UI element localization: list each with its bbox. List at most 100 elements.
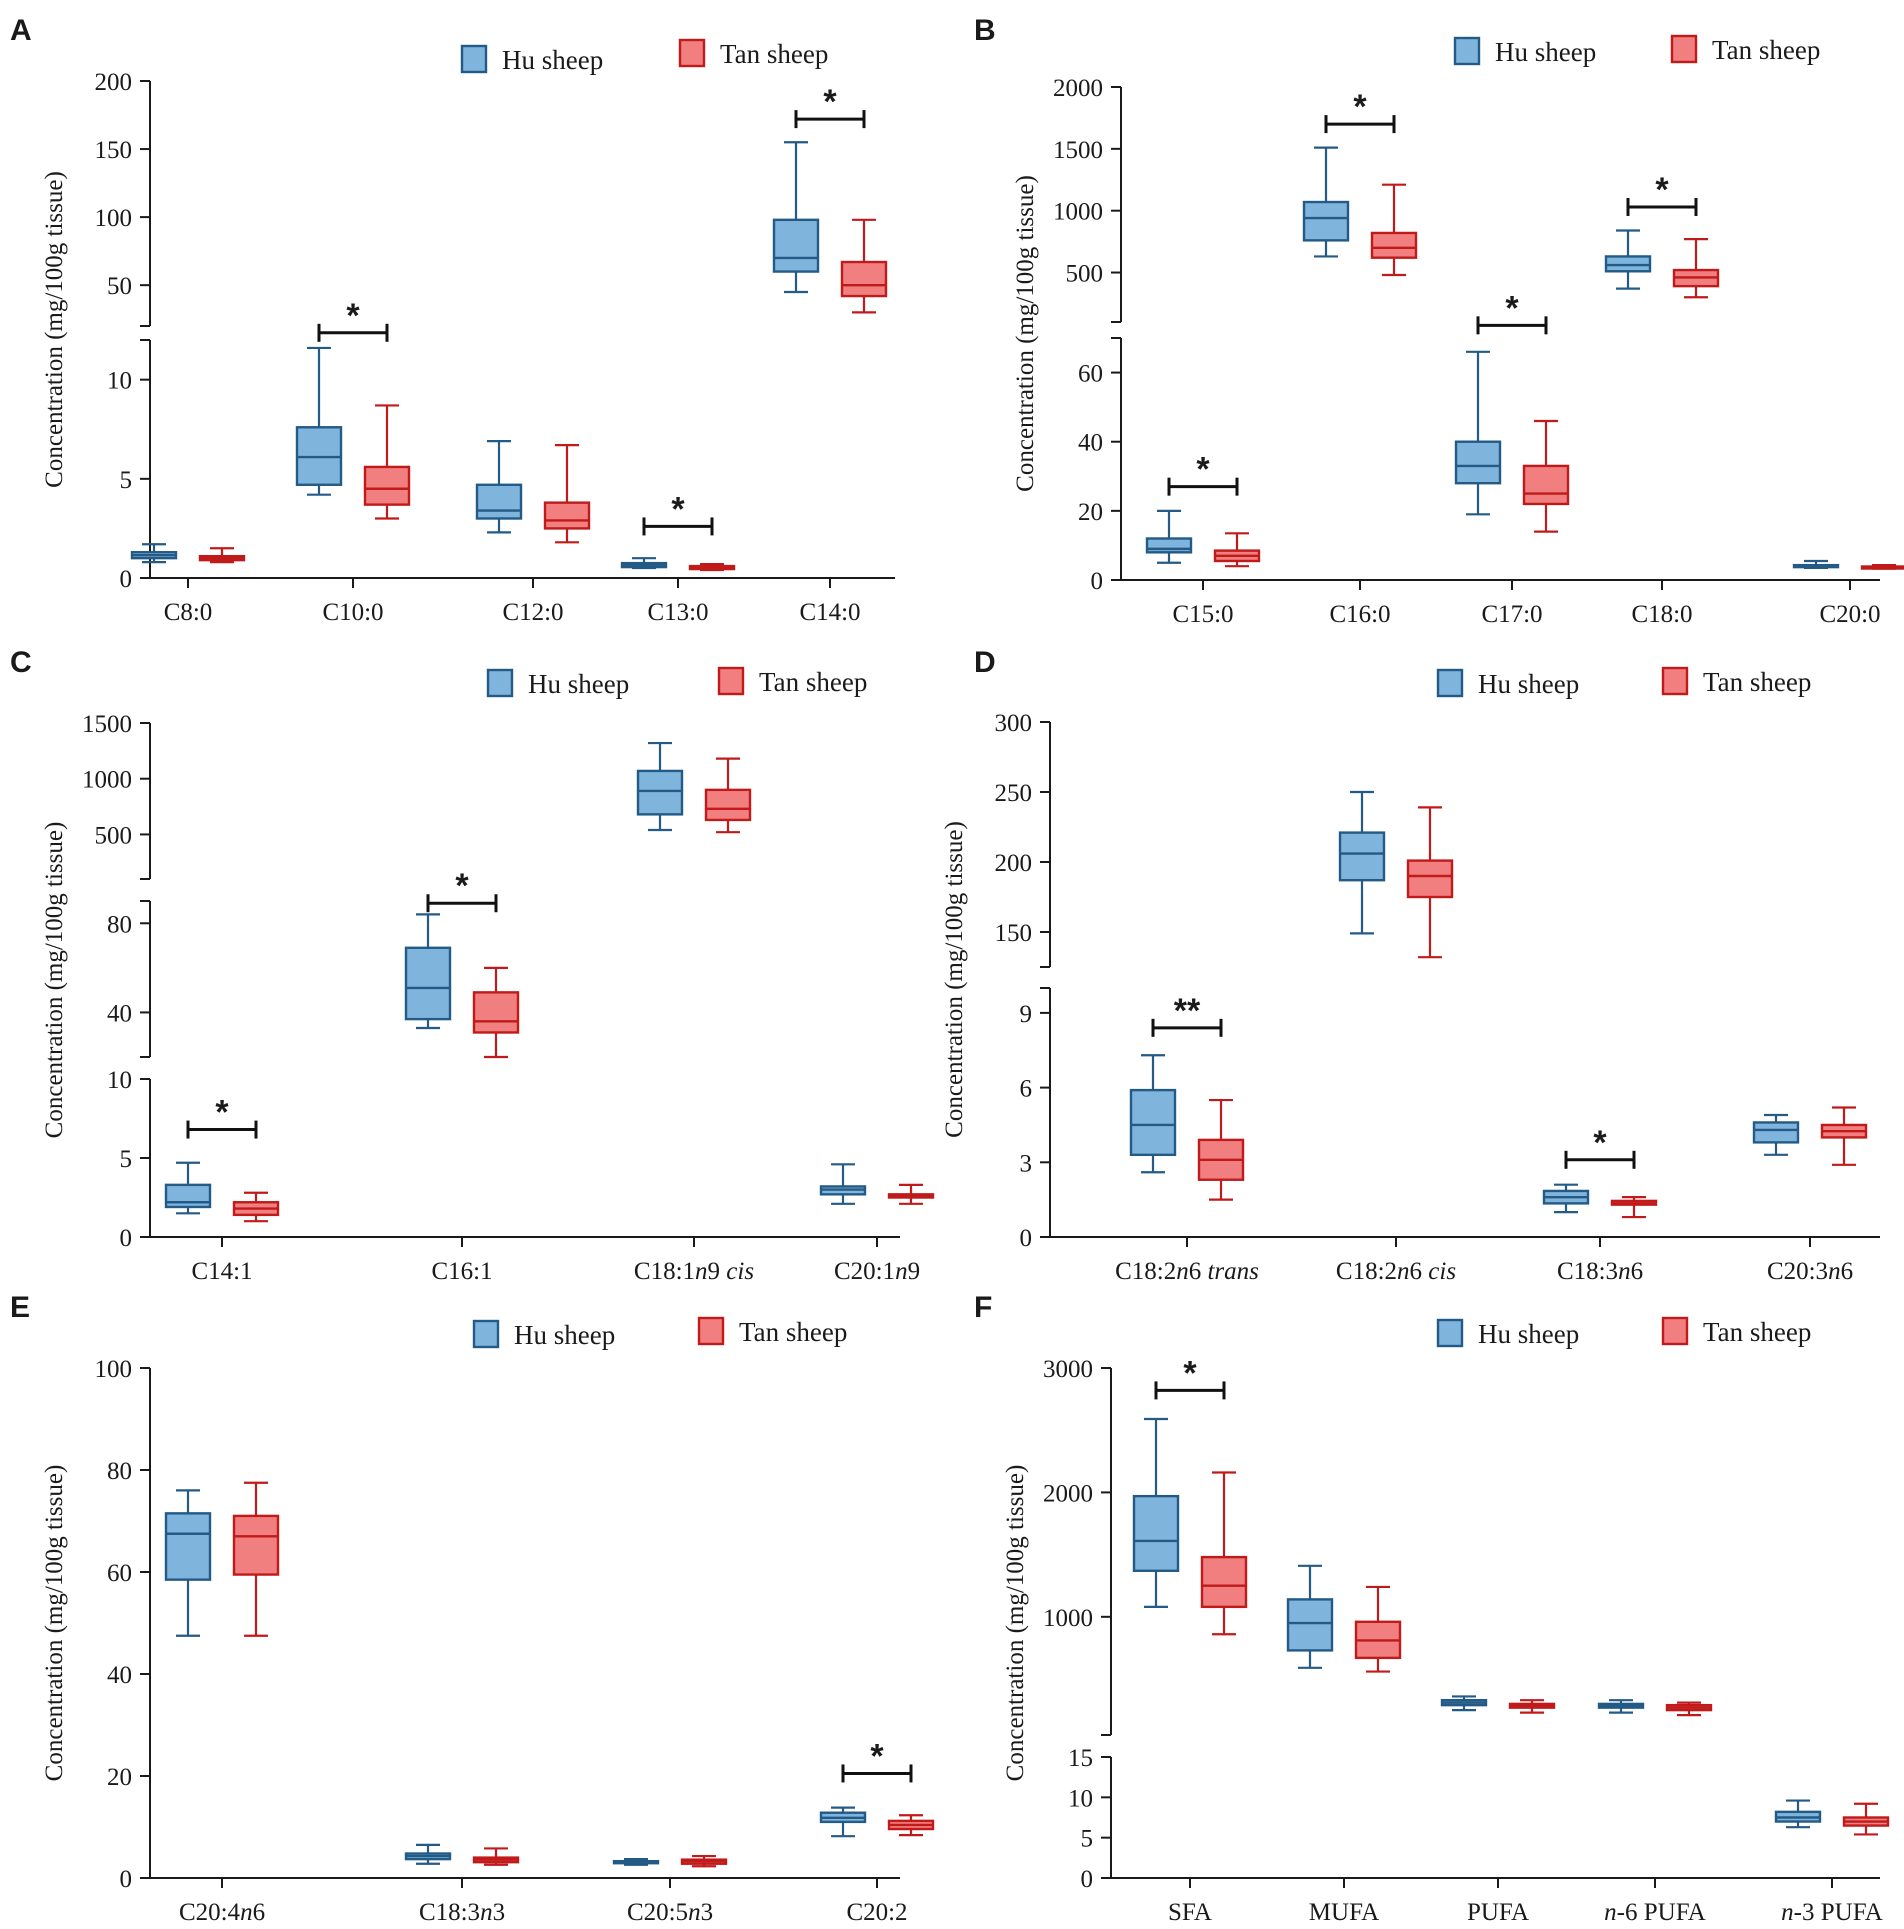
significance-bracket: * [1154, 1354, 1226, 1400]
x-tick-label-part: n [695, 1258, 708, 1285]
panel-letter: B [974, 14, 996, 47]
significance-bracket: * [186, 1094, 258, 1139]
x-tick-label-part: C20:5 [627, 1899, 688, 1926]
box-tan-sheep [1672, 238, 1720, 299]
legend-swatch-hu [1436, 668, 1464, 698]
y-tick-label: 100 [95, 1356, 133, 1383]
iqr-box [1302, 200, 1350, 242]
x-tick-label: C18:2n6 trans [1115, 1258, 1259, 1285]
significance-label: * [870, 1737, 884, 1775]
iqr-box [840, 260, 888, 298]
legend-swatch-hu [1436, 1318, 1464, 1348]
box-tan-sheep [1406, 806, 1454, 959]
x-tick-label: PUFA [1467, 1899, 1529, 1926]
panel-letter: A [10, 14, 32, 47]
x-tick-label: C14:1 [191, 1258, 252, 1285]
iqr-box [363, 465, 411, 506]
box-hu-sheep [819, 1806, 867, 1838]
iqr-box [543, 501, 591, 530]
legend-swatch-hu [1453, 36, 1481, 66]
box-tan-sheep [1370, 183, 1418, 277]
x-tick-label: n-6 PUFA [1604, 1899, 1706, 1926]
panel-letter: C [10, 646, 32, 679]
box-tan-sheep [543, 444, 591, 544]
y-tick-label: 300 [995, 710, 1033, 737]
x-tick-label: C20:1n9 [834, 1258, 920, 1285]
y-tick-label: 0 [120, 1225, 133, 1252]
y-tick-label: 3000 [1043, 1356, 1093, 1383]
x-tick-label-part: -3 PUFA [1794, 1899, 1883, 1926]
y-tick-label: 0 [120, 566, 133, 593]
y-tick-label: 200 [95, 69, 133, 96]
iqr-box [164, 1183, 212, 1209]
y-axis-title: Concentration (mg/100g tissue) [41, 822, 68, 1139]
x-tick-label-part: C18:3 [419, 1899, 480, 1926]
legend-swatch-tan [1670, 34, 1698, 64]
panel-E: E Hu sheep Tan sheep 0 20 40 60 80 100 Concentrat… [10, 1291, 935, 1926]
iqr-box [1129, 1088, 1177, 1157]
significance-bracket: * [1324, 88, 1396, 134]
panel-letter: E [10, 1291, 30, 1324]
box-tan-sheep [232, 1481, 280, 1637]
box-tan-sheep [198, 547, 246, 564]
x-tick-label-part: n [895, 1258, 908, 1285]
significance-bracket: * [426, 867, 498, 913]
x-tick-label: n-3 PUFA [1781, 1899, 1883, 1926]
box-hu-sheep [164, 1161, 212, 1215]
significance-label: ** [1174, 992, 1201, 1030]
y-tick-label: 1500 [1053, 137, 1103, 164]
iqr-box [772, 218, 820, 273]
box-tan-sheep [472, 1847, 520, 1866]
box-hu-sheep [819, 1163, 867, 1205]
box-hu-sheep [404, 1843, 452, 1865]
legend-swatch-tan [1661, 666, 1689, 696]
panel-B: B Hu sheep Tan sheep 0 20 40 60 500 1000 1500 2000… [974, 14, 1904, 628]
panel-F: F Hu sheep Tan sheep 0 5 10 15 1000 2000 3000 Conc… [974, 1291, 1890, 1926]
legend-label-hu: Hu sheep [514, 1320, 615, 1350]
x-tick-label-part: SFA [1168, 1899, 1212, 1926]
box-hu-sheep [1454, 350, 1502, 516]
box-hu-sheep [772, 141, 820, 294]
y-tick-label: 60 [1078, 361, 1103, 388]
box-tan-sheep [704, 757, 752, 834]
iqr-box [475, 483, 523, 520]
y-tick-label: 1000 [1043, 1605, 1093, 1632]
y-tick-label: 0 [1020, 1225, 1033, 1252]
box-hu-sheep [404, 913, 452, 1030]
y-tick-label: 150 [995, 920, 1033, 947]
y-tick-label: 250 [995, 780, 1033, 807]
y-tick-label: 1000 [1053, 199, 1103, 226]
x-tick-label-part: n [1781, 1899, 1794, 1926]
x-tick-label: C18:3n6 [1557, 1258, 1643, 1285]
box-tan-sheep [1354, 1585, 1402, 1673]
legend-label-hu: Hu sheep [502, 45, 603, 75]
y-tick-label: 2000 [1043, 1480, 1093, 1507]
x-tick-label: C16:1 [431, 1258, 492, 1285]
y-tick-label: 0 [120, 1866, 133, 1893]
box-tan-sheep [1522, 419, 1570, 533]
y-tick-label: 3 [1020, 1150, 1033, 1177]
x-tick-label: C13:0 [647, 599, 708, 626]
x-tick-label-part: n [480, 1899, 493, 1926]
significance-label: * [1593, 1124, 1607, 1162]
box-hu-sheep [1604, 229, 1652, 290]
x-tick-label-part: PUFA [1467, 1899, 1529, 1926]
y-tick-label: 10 [1068, 1785, 1093, 1812]
iqr-box [704, 788, 752, 822]
significance-label: * [1353, 88, 1367, 126]
x-tick-label-part: C20:1 [834, 1258, 895, 1285]
y-tick-label: 0 [1091, 568, 1104, 595]
iqr-box [1370, 231, 1418, 259]
y-tick-label: 50 [107, 273, 132, 300]
significance-label: * [1655, 171, 1669, 209]
significance-label: * [823, 83, 837, 121]
box-tan-sheep [887, 1183, 935, 1205]
y-tick-label: 10 [107, 368, 132, 395]
x-tick-label-part: C18:3 [1557, 1258, 1618, 1285]
x-tick-label: C20:3n6 [1767, 1258, 1853, 1285]
box-hu-sheep [130, 543, 178, 564]
significance-bracket: * [1626, 171, 1698, 216]
legend-label-tan: Tan sheep [720, 39, 828, 69]
significance-bracket: * [841, 1737, 913, 1783]
